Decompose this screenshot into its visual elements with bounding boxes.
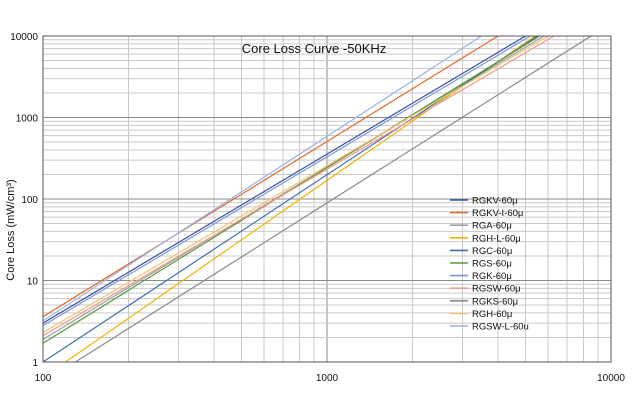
series-line-rgsw-60- (43, 36, 555, 337)
chart-grid (42, 36, 611, 363)
y-axis-label: Core Loss (mW/cm³) (5, 179, 17, 280)
legend-label: RGKV-60μ (472, 196, 518, 207)
series-line-rgks-60- (75, 36, 592, 362)
legend-label: RGH-L-60μ (472, 233, 521, 244)
series-line-rgkv-60- (43, 36, 526, 324)
x-tick-label: 1000 (316, 373, 339, 384)
series-line-rgh-l-60- (65, 36, 536, 362)
legend-label: RGKS-60μ (472, 296, 518, 307)
plot-frame (42, 35, 612, 363)
legend-label: RGSW-60μ (472, 284, 521, 295)
legend-label: RGK-60μ (472, 271, 512, 282)
y-tick-label: 1 (32, 358, 38, 369)
chart-title: Core Loss Curve -50KHz (242, 41, 387, 56)
x-tick-label: 100 (35, 373, 52, 384)
legend-label: RGKV-I-60μ (472, 208, 523, 219)
y-tick-label: 100 (21, 195, 38, 206)
series-line-rgh-60- (43, 36, 549, 334)
series-line-rgsw-l-60u (43, 36, 482, 322)
y-tick-label: 10000 (10, 32, 38, 43)
series-layer (43, 36, 592, 362)
x-tick-labels: 100 1000 10000 (35, 373, 626, 384)
legend-label: RGC-60μ (472, 246, 512, 257)
series-line-rgkv-i-60- (43, 36, 499, 318)
y-tick-label: 1000 (16, 114, 39, 125)
y-tick-labels: 1 10 100 1000 10000 (10, 32, 38, 369)
legend-label: RGH-60μ (472, 309, 512, 320)
series-line-rgk-60- (43, 36, 531, 327)
legend-label: RGSW-L-60u (472, 322, 529, 333)
x-tick-label: 10000 (597, 373, 625, 384)
legend-label: RGS-60μ (472, 259, 512, 270)
legend-label: RGA-60μ (472, 221, 512, 232)
y-tick-label: 10 (27, 277, 39, 288)
